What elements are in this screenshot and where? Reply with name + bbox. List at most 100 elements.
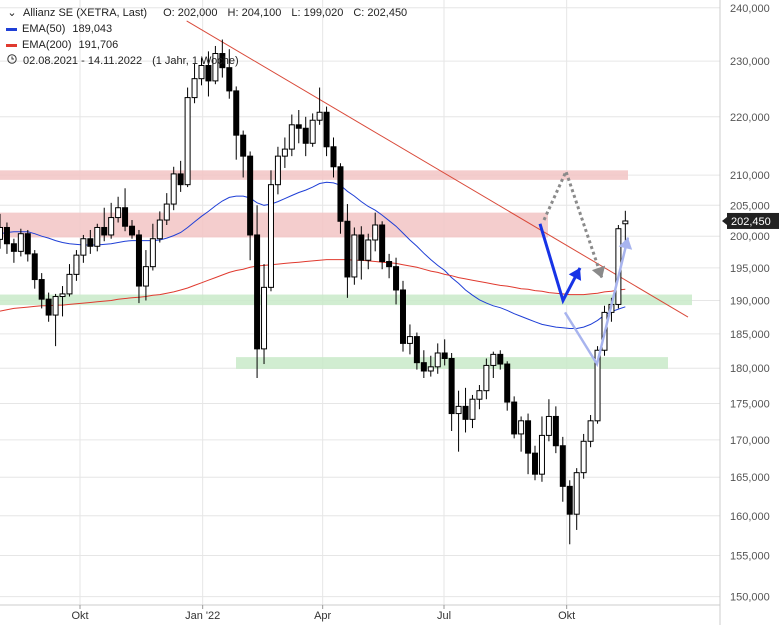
candle-body xyxy=(552,415,559,447)
candle xyxy=(281,137,288,168)
candle-body xyxy=(525,420,532,454)
y-tick-label: 210,000 xyxy=(730,170,770,182)
price-axis: 240,000 230,000 220,000 210,000 205,000 200,0… xyxy=(730,3,770,604)
ema50-line xyxy=(0,181,626,329)
candle xyxy=(94,223,101,252)
candle xyxy=(80,234,87,263)
y-tick-label: 230,000 xyxy=(730,56,770,68)
candle-body xyxy=(497,353,504,365)
ema50-swatch xyxy=(6,27,17,31)
candle-body xyxy=(545,415,552,436)
candle xyxy=(351,227,358,285)
candle-body xyxy=(170,173,177,205)
candle xyxy=(17,228,24,257)
candle xyxy=(177,160,184,192)
candle-body xyxy=(566,485,573,515)
candle xyxy=(455,390,462,452)
candle-body xyxy=(372,224,379,241)
candle xyxy=(261,264,268,365)
candle-body xyxy=(511,401,518,435)
support-zone xyxy=(0,294,692,306)
candle xyxy=(205,51,212,97)
candle-body xyxy=(274,155,281,186)
candle xyxy=(219,39,226,78)
y-tick-label: 155,000 xyxy=(730,551,770,563)
candle-body xyxy=(295,124,302,129)
candle-body xyxy=(504,363,511,403)
y-tick-label: 175,000 xyxy=(730,399,770,411)
candle xyxy=(73,250,80,281)
chevron-down-icon[interactable]: ⌄ xyxy=(7,7,17,19)
date-period: (1 Jahr, 1 Woche) xyxy=(152,55,239,67)
projection-arrows xyxy=(538,167,633,368)
candle xyxy=(302,116,309,157)
candle xyxy=(52,293,59,347)
candle xyxy=(399,280,406,352)
candle-body xyxy=(94,226,101,247)
ohlc-open: O: 202,000 xyxy=(163,7,218,19)
candle xyxy=(448,352,455,432)
candle xyxy=(525,413,532,475)
ema200-label: EMA(200) xyxy=(22,39,72,51)
candle-body xyxy=(24,233,31,255)
ema-lines xyxy=(0,181,626,329)
ema200-swatch xyxy=(6,43,17,47)
y-tick-label: 205,000 xyxy=(730,200,770,212)
candle xyxy=(441,339,448,366)
candle xyxy=(420,350,427,378)
candle-body xyxy=(622,220,629,225)
candle xyxy=(45,292,52,322)
y-tick-label: 190,000 xyxy=(730,295,770,307)
candle xyxy=(31,250,38,289)
candle xyxy=(0,213,3,249)
ema200-line xyxy=(0,259,626,312)
y-tick-label: 150,000 xyxy=(730,592,770,604)
candle-body xyxy=(344,220,351,278)
candle xyxy=(149,223,156,271)
ema200-value: 191,706 xyxy=(78,39,119,51)
time-axis: Okt Jan '22 Apr Jul Okt xyxy=(71,605,575,622)
candle-body xyxy=(288,124,295,150)
candle xyxy=(247,151,254,261)
ohlc-high: H: 204,100 xyxy=(227,7,282,19)
candle xyxy=(573,468,580,530)
candle-body xyxy=(122,207,129,227)
candle-body xyxy=(233,90,240,136)
candle xyxy=(233,86,240,160)
candle-body xyxy=(129,225,136,236)
candle-body xyxy=(316,111,323,121)
x-tick-label: Okt xyxy=(558,610,575,622)
candle xyxy=(413,332,420,370)
candle-body xyxy=(302,127,309,144)
candle-body xyxy=(330,146,337,168)
candle-body xyxy=(254,234,261,350)
candle xyxy=(497,350,504,370)
legend-range-row: 02.08.2021 - 14.11.2022 (1 Jahr, 1 Woche… xyxy=(6,53,407,69)
candle xyxy=(518,416,525,452)
candle-body xyxy=(59,293,66,298)
candle-body xyxy=(462,405,469,420)
ohlc-close: C: 202,450 xyxy=(353,7,408,19)
legend-ema50-row[interactable]: EMA(50) 189,043 xyxy=(6,21,407,37)
candle-body xyxy=(337,166,344,222)
candle-body xyxy=(393,266,400,291)
candle-body xyxy=(476,390,483,400)
candle xyxy=(462,387,469,433)
candle xyxy=(566,480,573,545)
y-tick-label: 160,000 xyxy=(730,511,770,523)
ema50-label: EMA(50) xyxy=(22,23,66,35)
candle-body xyxy=(399,289,406,344)
candle xyxy=(156,211,163,243)
candle xyxy=(198,57,205,86)
x-tick-label: Jul xyxy=(437,610,451,622)
candle-body xyxy=(226,67,233,92)
candle-body xyxy=(323,111,330,148)
candle xyxy=(24,229,31,262)
candlesticks xyxy=(0,39,629,545)
legend-ema200-row[interactable]: EMA(200) 191,706 xyxy=(6,37,407,53)
candle xyxy=(288,114,295,157)
date-range: 02.08.2021 - 14.11.2022 xyxy=(23,55,143,67)
projection-alternative-down xyxy=(542,167,606,279)
candle-body xyxy=(108,217,115,236)
